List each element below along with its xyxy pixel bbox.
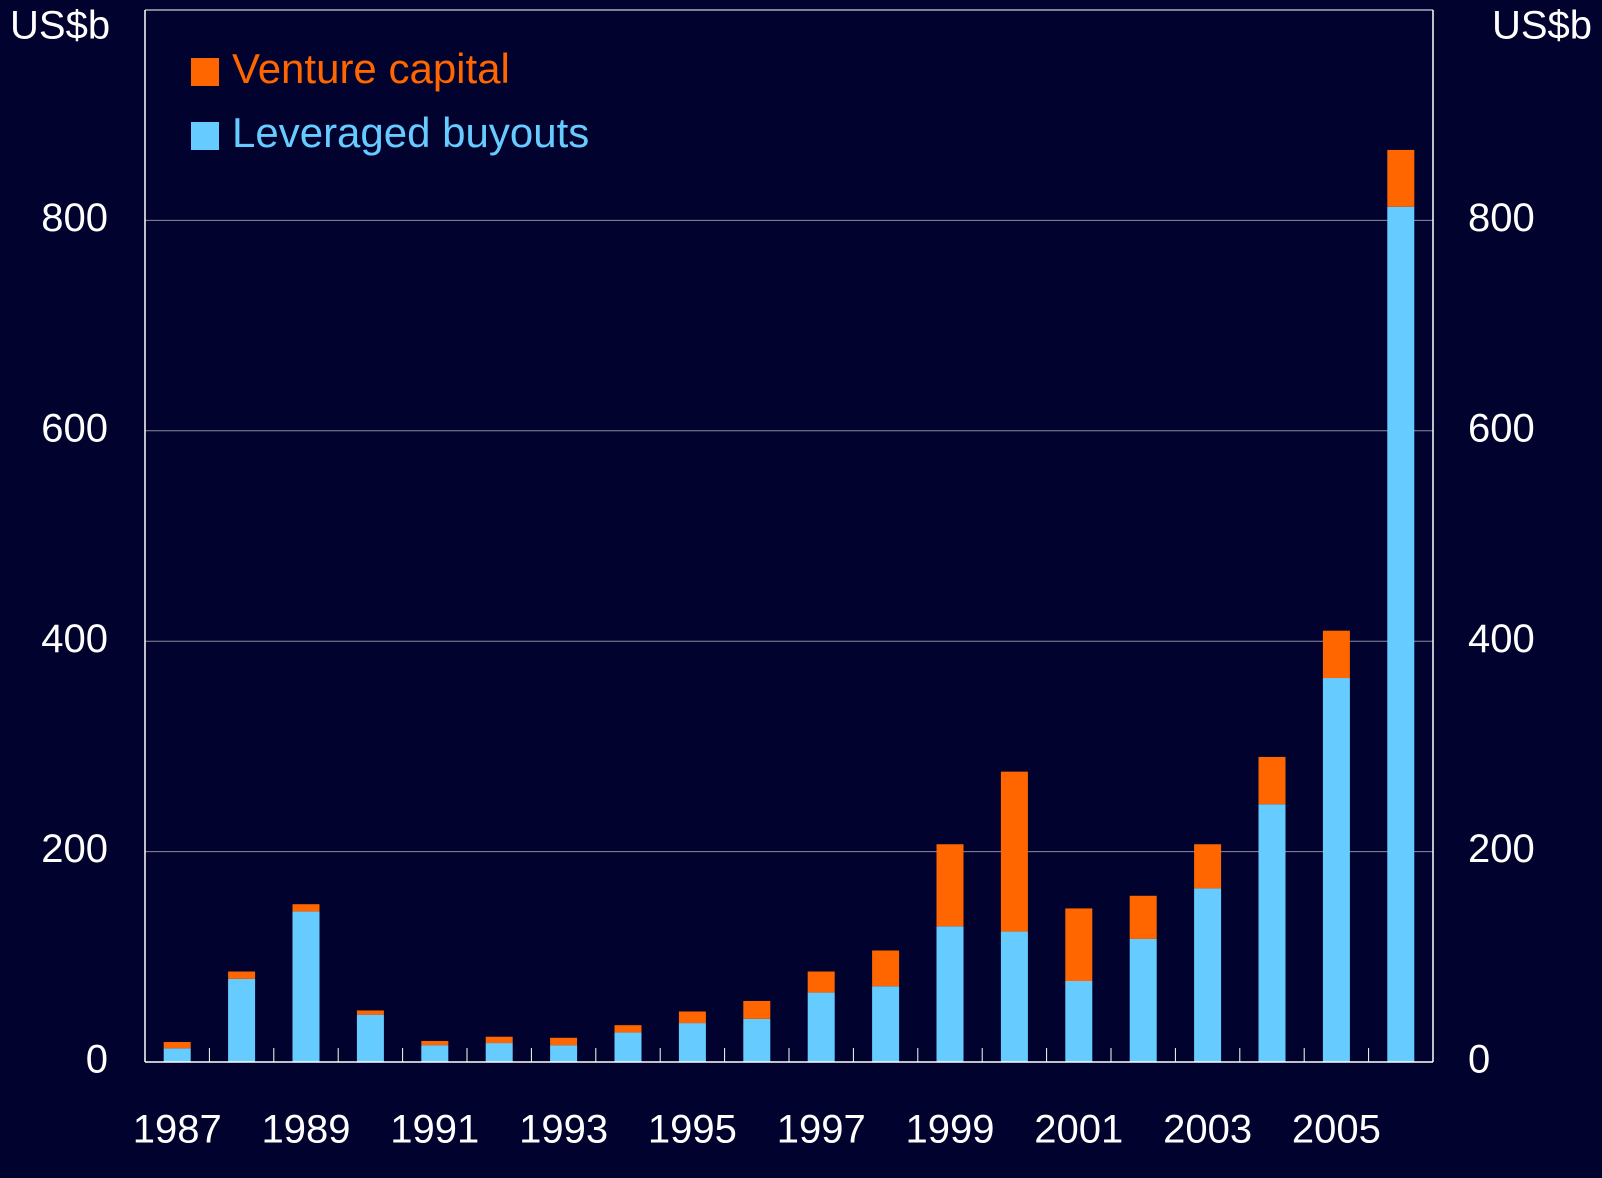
bar-segment	[1129, 938, 1157, 1062]
x-tick-label: 1991	[390, 1108, 479, 1152]
x-tick-label: 1997	[777, 1108, 866, 1152]
bar-segment	[743, 1018, 771, 1062]
bar-segment	[614, 1032, 642, 1062]
y-tick-label: 800	[41, 196, 108, 240]
bar-segment	[163, 1042, 191, 1049]
y2-axis-label: US$b	[1492, 4, 1592, 48]
y-tick-label: 200	[41, 827, 108, 871]
bar-segment	[1000, 771, 1028, 932]
bar-segment	[292, 904, 320, 912]
bar-segment	[1322, 678, 1350, 1062]
bar-segment	[1194, 888, 1222, 1062]
y2-tick-label: 400	[1468, 617, 1535, 661]
legend-swatch	[191, 58, 219, 86]
bar-segment	[228, 978, 256, 1062]
bar-segment	[485, 1036, 513, 1044]
x-tick-label: 2005	[1292, 1108, 1381, 1152]
bar-segment	[807, 971, 835, 993]
y-tick-label: 0	[86, 1038, 108, 1082]
bar-segment	[743, 1000, 771, 1019]
bar-segment	[421, 1040, 449, 1046]
y-tick-label: 600	[41, 406, 108, 450]
bar-segment	[1065, 980, 1093, 1062]
legend-label: Venture capital	[232, 45, 510, 92]
bar-segment	[356, 1014, 384, 1062]
bar-segment	[1387, 206, 1415, 1062]
y2-tick-label: 200	[1468, 827, 1535, 871]
bar-segment	[807, 992, 835, 1062]
x-tick-label: 1989	[262, 1108, 351, 1152]
bar-segment	[872, 986, 900, 1062]
bar-segment	[936, 926, 964, 1062]
legend-swatch	[191, 122, 219, 150]
y2-tick-label: 600	[1468, 406, 1535, 450]
bar-segment	[550, 1045, 578, 1062]
bar-segment	[485, 1043, 513, 1062]
x-tick-label: 1987	[133, 1108, 222, 1152]
bar-segment	[550, 1037, 578, 1046]
bar-segment	[421, 1045, 449, 1062]
bar-segment	[1322, 630, 1350, 679]
x-tick-label: 2001	[1034, 1108, 1123, 1152]
x-tick-label: 2003	[1163, 1108, 1252, 1152]
y-axis-label: US$b	[10, 4, 110, 48]
bar-segment	[1194, 844, 1222, 889]
bar-segment	[678, 1011, 706, 1024]
bar-segment	[678, 1023, 706, 1062]
y2-tick-label: 0	[1468, 1038, 1490, 1082]
bar-segment	[292, 911, 320, 1062]
bar-segment	[1258, 756, 1286, 805]
x-tick-label: 1995	[648, 1108, 737, 1152]
y2-tick-label: 800	[1468, 196, 1535, 240]
x-tick-label: 1993	[519, 1108, 608, 1152]
bar-segment	[872, 950, 900, 987]
bar-segment	[1000, 931, 1028, 1062]
bar-segment	[1065, 908, 1093, 981]
bar-segment	[1258, 804, 1286, 1062]
bar-segment	[163, 1048, 191, 1062]
legend-label: Leveraged buyouts	[232, 109, 589, 156]
bar-segment	[1387, 149, 1415, 207]
x-tick-label: 1999	[906, 1108, 995, 1152]
bar-segment	[614, 1025, 642, 1033]
bar-segment	[356, 1010, 384, 1015]
y-tick-label: 400	[41, 617, 108, 661]
bar-segment	[228, 971, 256, 979]
bar-segment	[1129, 895, 1157, 939]
bar-segment	[936, 844, 964, 927]
